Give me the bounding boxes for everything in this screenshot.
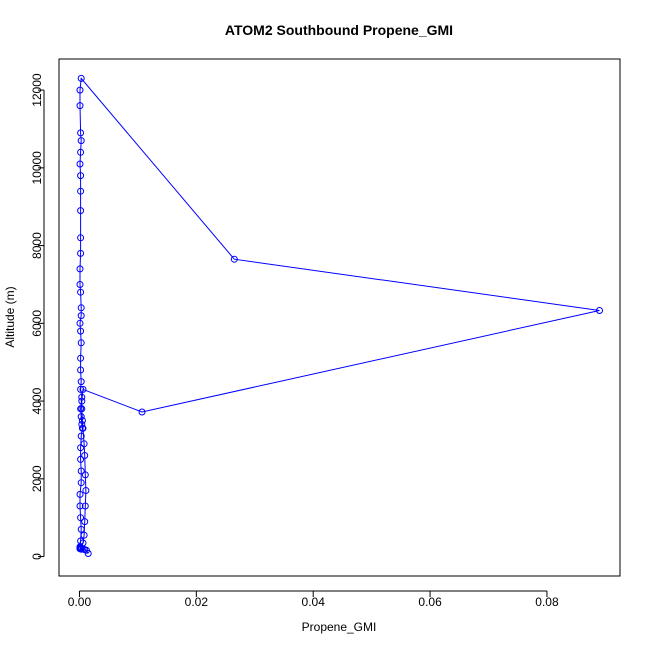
data-point <box>77 148 85 156</box>
x-axis-label: Propene_GMI <box>302 620 377 634</box>
data-point <box>76 490 84 498</box>
data-point <box>77 378 85 386</box>
data-point <box>78 417 86 424</box>
data-point <box>77 544 85 552</box>
data-point <box>230 255 238 263</box>
data-point <box>77 187 85 195</box>
x-tick-label: 0.08 <box>535 595 559 609</box>
data-point <box>79 385 87 393</box>
data-point <box>77 366 85 374</box>
data-point <box>77 545 85 553</box>
data-point <box>77 137 85 145</box>
data-point <box>78 397 86 405</box>
data-point <box>77 249 85 257</box>
data-point <box>77 327 85 335</box>
data-point <box>77 444 85 452</box>
data-point <box>76 544 84 552</box>
data-point <box>77 525 85 533</box>
data-point <box>81 518 89 526</box>
x-tick-label: 0.06 <box>418 595 442 609</box>
x-axis: 0.00 0.02 0.04 0.06 0.08 <box>68 590 559 609</box>
data-point <box>80 531 88 539</box>
data-point <box>138 408 146 416</box>
data-point <box>76 281 84 288</box>
data-point <box>78 420 86 428</box>
data-point <box>78 393 86 401</box>
data-point <box>77 129 85 137</box>
data-point <box>77 467 85 475</box>
data-point <box>76 160 84 168</box>
data-point <box>77 304 85 312</box>
data-point <box>81 452 89 459</box>
x-tick-label: 0.00 <box>68 595 92 609</box>
data-point <box>77 479 85 487</box>
x-tick-label: 0.02 <box>185 595 209 609</box>
data-point <box>78 424 86 432</box>
chart-title: ATOM2 Southbound Propene_GMI <box>225 22 453 38</box>
data-point <box>77 514 85 522</box>
data-point <box>80 440 88 448</box>
y-tick-label: 0 <box>30 553 44 560</box>
data-point <box>77 405 85 413</box>
data-point <box>596 307 603 314</box>
x-tick-label: 0.04 <box>302 595 326 609</box>
data-point <box>76 319 84 327</box>
y-tick-label: 10000 <box>30 151 44 185</box>
data-point <box>77 385 85 393</box>
y-tick-label: 12000 <box>30 73 44 107</box>
data-point <box>82 487 90 494</box>
data-point <box>77 234 85 242</box>
data-point <box>77 455 85 463</box>
y-axis-label: Altitude (m) <box>3 286 17 347</box>
y-tick-label: 4000 <box>30 387 44 414</box>
data-point <box>81 502 89 510</box>
data-point <box>77 339 85 347</box>
series-group <box>76 74 603 557</box>
data-point <box>77 354 85 362</box>
y-tick-label: 8000 <box>30 232 44 259</box>
y-axis: 0 2000 4000 6000 8000 10000 12000 <box>30 73 45 560</box>
data-point <box>77 74 85 82</box>
data-point <box>76 86 84 94</box>
data-point <box>81 471 89 479</box>
series-line <box>79 77 600 554</box>
data-point <box>77 312 85 320</box>
data-point <box>77 207 85 215</box>
plot-area <box>58 58 621 577</box>
data-point <box>76 102 84 110</box>
data-point <box>77 432 85 440</box>
data-point <box>77 172 85 180</box>
data-point <box>77 413 85 421</box>
data-point <box>76 502 84 510</box>
y-tick-label: 2000 <box>30 465 44 492</box>
y-tick-label: 6000 <box>30 310 44 337</box>
data-point <box>76 265 84 273</box>
data-point <box>77 288 85 296</box>
